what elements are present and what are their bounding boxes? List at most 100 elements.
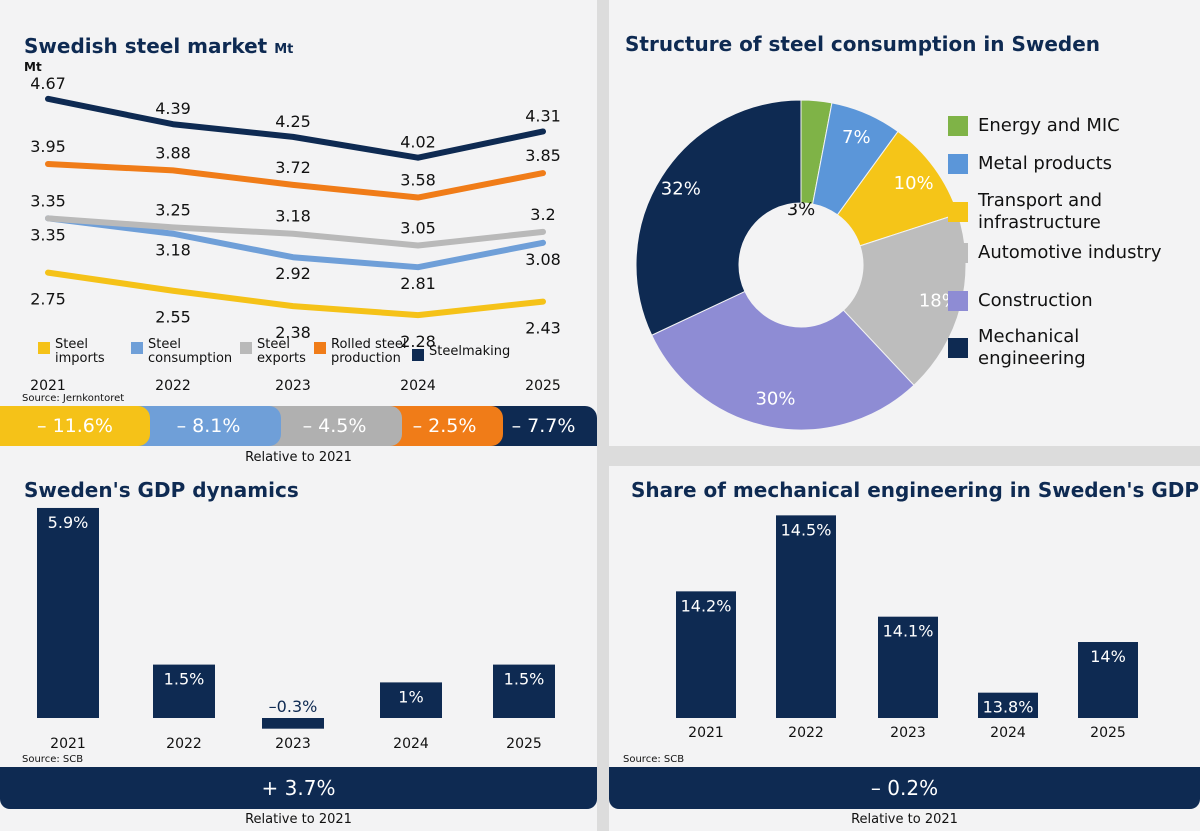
mech-svg-value-2021: 14.2% (681, 596, 732, 615)
donut-legend-swatch (948, 338, 968, 358)
line-label-steel-imports-2022: 2.55 (155, 308, 191, 327)
mech-panel: Share of mechanical engineering in Swede… (609, 466, 1200, 831)
line-label-steelmaking-2023: 4.25 (275, 112, 311, 131)
line-x-tick-2021: 2021 (30, 378, 66, 394)
line-x-tick-2022: 2022 (155, 378, 191, 394)
line-label-steelmaking-2025: 4.31 (525, 106, 561, 125)
line-label-steelmaking-2024: 4.02 (400, 133, 436, 152)
mech-svg-value-2024: 13.8% (983, 698, 1034, 717)
line-x-tick-2024: 2024 (400, 378, 436, 394)
mech-svg-value-2022: 14.5% (781, 520, 832, 539)
mech-svg-bar-2025 (1078, 642, 1138, 718)
line-label-steel-exports-2022: 3.25 (155, 200, 191, 219)
line-label-steel-consumption-2022: 3.18 (155, 241, 191, 260)
donut-legend-label: Energy and MIC (978, 115, 1120, 136)
steel-market-line-chart: 2021 2022 2023 2024 2025 2.75 2.55 2.38 2.28 2.43… (30, 74, 561, 394)
line-legend-steel-exports: Steel exports (240, 338, 310, 366)
line-legend-steelmaking: Steelmaking (412, 345, 522, 361)
line-label-steel-imports-2021: 2.75 (30, 290, 66, 309)
steel-consumption-donut-chart: 3%7%10%18%30%32% (636, 100, 966, 430)
line-label-rolled-steel-production-2021: 3.95 (30, 137, 66, 156)
line-legend-rolled-steel-production: Rolled steel production (314, 338, 409, 366)
donut-legend-energy-and-mic: Energy and MIC (948, 115, 1178, 137)
gdp-svg-cat-2025: 2025 (506, 736, 542, 752)
steel-market-change-pills: – 11.6% – 8.1% – 4.5% – 2.5% – 7.7% (0, 406, 597, 446)
gdp-svg-bar-2024 (380, 682, 442, 718)
steel-market-relative-label: Relative to 2021 (245, 450, 352, 465)
donut-legend-label: Metal products (978, 153, 1113, 174)
steel-market-title-unit: Mt (274, 42, 294, 57)
line-legend-swatch (314, 342, 326, 354)
line-label-rolled-steel-production-2023: 3.72 (275, 158, 311, 177)
line-legend-label: Steel exports (257, 337, 306, 366)
gdp-svg-value-2022: 1.5% (164, 670, 205, 689)
donut-legend-label: Automotive industry (978, 242, 1162, 263)
mech-svg-cat-2025: 2025 (1090, 725, 1126, 741)
donut-label-transport-and-infrastructure: 10% (894, 173, 934, 194)
line-legend-swatch (240, 342, 252, 354)
line-label-steel-exports-2025: 3.2 (530, 205, 555, 224)
donut-legend-swatch (948, 243, 968, 263)
donut-label-construction: 30% (755, 389, 795, 410)
line-legend-label: Rolled steel production (331, 337, 407, 366)
steel-market-title: Swedish steel market Mt (24, 34, 293, 58)
line-label-steel-imports-2023: 2.38 (275, 323, 311, 342)
line-label-steel-consumption-2025: 3.08 (525, 250, 561, 269)
line-label-steel-exports-2023: 3.18 (275, 207, 311, 226)
gdp-svg-bar-2023 (262, 718, 324, 729)
line-legend-steel-consumption: Steel consumption (131, 337, 233, 366)
donut-legend-swatch (948, 116, 968, 136)
line-label-steel-consumption-2024: 2.81 (400, 274, 436, 293)
line-legend-label: Steel consumption (148, 337, 233, 366)
mech-svg-value-2025: 14% (1090, 647, 1126, 666)
donut-legend-automotive-industry: Automotive industry (948, 242, 1178, 264)
mech-svg-value-2023: 14.1% (883, 622, 934, 641)
mech-svg-bar-2022 (776, 515, 836, 718)
line-series-rolled-steel-production (45, 161, 546, 201)
line-series-steel-imports (45, 269, 546, 319)
donut-label-mechanical-engineering: 32% (661, 179, 701, 200)
gdp-svg-cat-2024: 2024 (393, 736, 429, 752)
line-label-steel-consumption-2023: 2.92 (275, 264, 311, 283)
mech-svg-cat-2022: 2022 (788, 725, 824, 741)
mech-svg-cat-2023: 2023 (890, 725, 926, 741)
gdp-svg-cat-2021: 2021 (50, 736, 86, 752)
donut-legend-mechanical-engineering: Mechanical engineering (948, 326, 1178, 370)
line-label-steel-imports-2025: 2.43 (525, 319, 561, 338)
line-series-steel-exports (45, 215, 546, 249)
line-label-rolled-steel-production-2025: 3.85 (525, 146, 561, 165)
line-label-steel-imports-2024: 2.28 (400, 332, 436, 351)
line-legend-label: Steelmaking (429, 344, 511, 359)
donut-legend-transport-and-infrastructure: Transport and infrastructure (948, 190, 1178, 234)
donut-legend-swatch (948, 202, 968, 222)
line-legend-swatch (38, 342, 50, 354)
steel-consumption-panel: Structure of steel consumption in Sweden… (609, 0, 1200, 446)
line-label-steel-exports-2024: 3.05 (400, 218, 436, 237)
change-pill-2: – 4.5% (267, 406, 402, 446)
gdp-svg-bar-2021 (37, 507, 99, 718)
steel-market-title-text: Swedish steel market (24, 34, 268, 58)
line-legend-swatch (131, 342, 143, 354)
donut-legend-metal-products: Metal products (948, 153, 1178, 175)
donut-label-metal-products: 7% (842, 127, 871, 148)
line-label-steel-consumption-2021: 3.35 (30, 225, 66, 244)
line-legend-label: Steel imports (55, 337, 105, 366)
gdp-svg-cat-2022: 2022 (166, 736, 202, 752)
gdp-source: Source: SCB (22, 754, 84, 765)
line-label-rolled-steel-production-2024: 3.58 (400, 171, 436, 190)
mech-source: Source: SCB (623, 754, 685, 765)
steel-market-panel: Swedish steel market Mt Mt 2021 2022 2023 2… (0, 0, 597, 466)
mech-svg-bar-2024 (978, 692, 1038, 718)
gdp-svg-value-2023: –0.3% (269, 697, 318, 716)
mech-relative-label: Relative to 2021 (851, 812, 958, 827)
donut-legend-label: Transport and infrastructure (978, 190, 1103, 233)
donut-legend-swatch (948, 154, 968, 174)
gdp-bar-chart: 5.9% 2021 1.5% 2022 –0.3% 2023 1% 2024 1.5% 2025 (37, 507, 555, 752)
gdp-svg-value-2024: 1% (398, 687, 423, 706)
line-series-steelmaking (45, 95, 546, 161)
gdp-title: Sweden's GDP dynamics (24, 478, 299, 502)
steel-market-source: Source: Jernkontoret (22, 393, 125, 404)
change-pill-1: – 8.1% (136, 406, 281, 446)
line-label-steelmaking-2022: 4.39 (155, 99, 191, 118)
line-legend-swatch (412, 349, 424, 361)
